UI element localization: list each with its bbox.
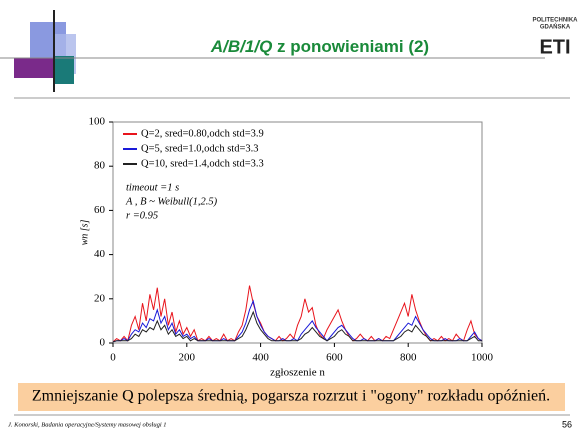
logo-big: ETI xyxy=(539,36,570,58)
y-tick-label: 40 xyxy=(94,248,106,260)
y-axis-label: wn [s] xyxy=(79,219,90,245)
y-tick-label: 20 xyxy=(94,292,106,304)
note: Zmniejszanie Q polepsza średnią, pogarsz… xyxy=(32,388,550,405)
page-number: 56 xyxy=(562,419,572,429)
y-tick-label: 80 xyxy=(94,160,106,172)
y-tick-label: 100 xyxy=(89,116,106,128)
y-tick-label: 60 xyxy=(94,204,106,216)
annotation: r =0.95 xyxy=(126,210,158,221)
y-tick-label: 0 xyxy=(100,337,106,349)
series-line xyxy=(112,285,483,343)
legend-label: Q=5, sred=1.0,odch std=3.3 xyxy=(141,143,259,154)
deco xyxy=(14,58,54,78)
footer: J. Konorski, Badania operacyjne/Systemy … xyxy=(8,421,167,428)
legend-label: Q=2, sred=0.80,odch std=3.9 xyxy=(141,128,264,139)
title-rest: z ponowieniami (2) xyxy=(277,37,429,56)
note-box xyxy=(18,383,565,411)
title-italic: A/B/1/Q xyxy=(210,37,272,56)
legend-label: Q=10, sred=1.4,odch std=3.3 xyxy=(141,158,264,169)
annotation: A , B ~ Weibull(1,2.5) xyxy=(125,196,218,207)
x-tick-label: 800 xyxy=(400,352,417,364)
logo-text: GDAŃSKA xyxy=(540,23,571,31)
annotation: timeout =1 s xyxy=(126,182,179,193)
x-tick-label: 0 xyxy=(110,352,116,364)
x-axis-label: zgłoszenie n xyxy=(270,367,325,379)
x-tick-label: 1000 xyxy=(471,352,494,364)
x-tick-label: 400 xyxy=(252,352,269,364)
title: A/B/1/Q z ponowieniami (2) xyxy=(210,37,429,56)
logo-text: POLITECHNIKA xyxy=(533,18,579,24)
deco xyxy=(54,56,74,84)
x-tick-label: 600 xyxy=(326,352,343,364)
x-tick-label: 200 xyxy=(179,352,196,364)
series-line xyxy=(112,310,482,343)
plot-area xyxy=(112,121,483,344)
